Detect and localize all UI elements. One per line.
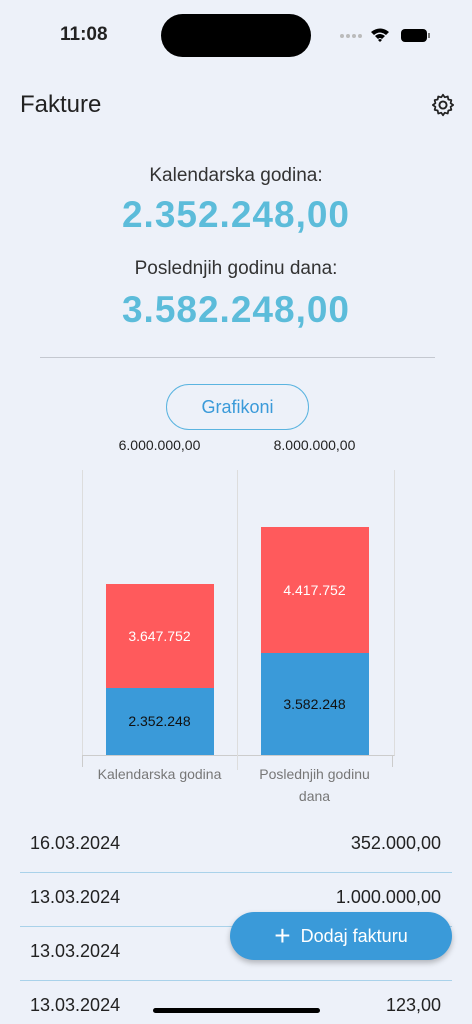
home-indicator bbox=[153, 1008, 320, 1013]
bar-segment: 3.582.248 bbox=[260, 652, 369, 755]
invoice-date: 13.03.2024 bbox=[30, 995, 121, 1015]
value-label: 4.417.752 bbox=[283, 581, 346, 598]
summary-label: Poslednjih godinu dana: bbox=[134, 258, 338, 279]
column-divider bbox=[237, 470, 238, 770]
value-label: 2.352.248 bbox=[128, 713, 191, 730]
summary-value: 2.352.248,00 bbox=[121, 194, 351, 235]
invoice-amount: 1.000.000,00 bbox=[335, 887, 441, 907]
plot-area bbox=[82, 470, 395, 756]
total-label: 6.000.000,00 bbox=[118, 437, 201, 453]
fab-label: Dodaj fakturu bbox=[300, 925, 408, 946]
x-tick-label: Kalendarska godina bbox=[97, 766, 222, 782]
add-invoice-button[interactable]: + Dodaj fakturu bbox=[230, 912, 452, 960]
bar-segment: 4.417.752 bbox=[260, 527, 369, 653]
status-time: 11:08 bbox=[60, 24, 108, 45]
tick bbox=[82, 755, 83, 767]
summary-label: Kalendarska godina: bbox=[149, 165, 323, 186]
plus-icon: + bbox=[274, 920, 291, 951]
value-label: 3.647.752 bbox=[128, 627, 191, 644]
page-title: Fakture bbox=[20, 91, 102, 118]
dynamic-island bbox=[161, 14, 311, 57]
row-separator bbox=[20, 872, 452, 873]
charts-button[interactable]: Grafikoni bbox=[166, 384, 309, 430]
bar-segment: 2.352.248 bbox=[105, 687, 214, 755]
row-separator bbox=[20, 980, 452, 981]
divider bbox=[40, 357, 435, 358]
invoice-amount: 352.000,00 bbox=[350, 833, 441, 853]
tick bbox=[392, 755, 393, 767]
chart: 6.000.000,00 Kalendarska godina 2.352.248 3… bbox=[82, 437, 395, 804]
invoice-amount: 123,00 bbox=[385, 995, 441, 1015]
invoice-date: 13.03.2024 bbox=[30, 887, 121, 907]
x-tick-label: Poslednjih godinu dana bbox=[259, 766, 370, 804]
summary-value: 3.582.248,00 bbox=[121, 289, 351, 330]
bar-segment: 3.647.752 bbox=[105, 584, 214, 688]
settings-button[interactable] bbox=[430, 92, 456, 118]
invoice-date: 13.03.2024 bbox=[30, 941, 121, 961]
status-icons bbox=[340, 28, 430, 42]
value-label: 3.582.248 bbox=[283, 695, 346, 712]
total-label: 8.000.000,00 bbox=[273, 437, 356, 453]
invoice-date: 16.03.2024 bbox=[30, 833, 121, 853]
